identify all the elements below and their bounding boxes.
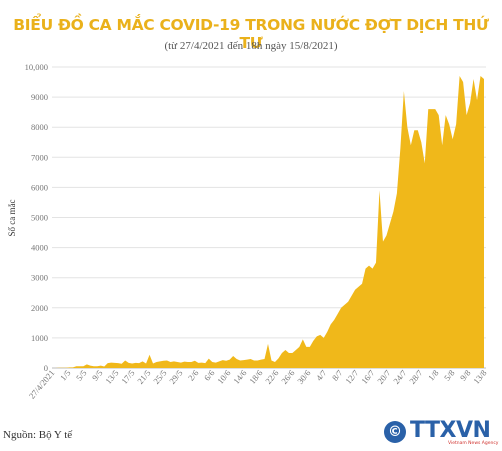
x-tick-label: 13/5 bbox=[103, 368, 120, 386]
logo-icon: © bbox=[384, 421, 406, 443]
source-note: Nguồn: Bộ Y tế bbox=[3, 429, 73, 441]
x-tick-label: 10/6 bbox=[215, 368, 232, 386]
x-tick-label: 8/7 bbox=[330, 368, 345, 383]
logo-tagline: Vietnam News Agency bbox=[448, 441, 499, 446]
x-tick-label: 28/7 bbox=[407, 368, 424, 386]
area-series-fill bbox=[52, 76, 484, 368]
y-tick-label: 1000 bbox=[31, 333, 48, 343]
x-tick-label: 24/7 bbox=[391, 368, 408, 386]
y-tick-label: 10,000 bbox=[25, 62, 48, 72]
x-tick-label: 18/6 bbox=[247, 368, 264, 386]
y-tick-label: 6000 bbox=[31, 182, 48, 192]
ttxvn-logo: © TTXVN Vietnam News Agency bbox=[384, 418, 499, 447]
x-tick-label: 29/5 bbox=[167, 368, 184, 386]
y-tick-label: 5000 bbox=[31, 213, 48, 223]
y-tick-label: 9000 bbox=[31, 92, 48, 102]
chart-subtitle: (từ 27/4/2021 đến 18h ngày 15/8/2021) bbox=[164, 40, 338, 52]
area-series bbox=[52, 76, 484, 368]
x-tick-label: 21/5 bbox=[135, 368, 152, 386]
x-tick-label: 13/8 bbox=[471, 368, 488, 386]
x-tick-label: 9/8 bbox=[458, 368, 473, 383]
y-axis-label: Số ca mắc bbox=[7, 200, 17, 237]
x-tick-label: 9/5 bbox=[90, 368, 105, 383]
y-tick-label: 4000 bbox=[31, 243, 48, 253]
y-axis-ticks: 0 1000 2000 3000 4000 5000 6000 7000 8000 9000 10,… bbox=[25, 62, 48, 373]
x-tick-label: 14/6 bbox=[231, 368, 248, 386]
x-tick-label: 2/6 bbox=[186, 368, 201, 383]
x-tick-label: 4/7 bbox=[314, 368, 329, 383]
x-tick-label: 25/5 bbox=[151, 368, 168, 386]
logo-text: TTXVN bbox=[410, 418, 491, 443]
y-tick-label: 0 bbox=[44, 363, 48, 373]
y-tick-label: 2000 bbox=[31, 303, 48, 313]
y-tick-label: 8000 bbox=[31, 122, 48, 132]
y-tick-label: 7000 bbox=[31, 152, 48, 162]
x-tick-label: 17/5 bbox=[119, 368, 136, 386]
x-tick-label: 6/6 bbox=[202, 368, 217, 383]
x-tick-label: 5/5 bbox=[74, 368, 89, 383]
x-tick-label: 5/8 bbox=[442, 368, 457, 383]
x-axis-ticks: 27/4/2021 1/5 5/5 9/513/517/521/525/529/5 2/… bbox=[27, 368, 489, 401]
x-tick-label: 26/6 bbox=[279, 368, 296, 386]
y-tick-label: 3000 bbox=[31, 273, 48, 283]
x-tick-label: 1/8 bbox=[426, 368, 441, 383]
x-tick-label: 22/6 bbox=[263, 368, 280, 386]
x-tick-label: 30/6 bbox=[295, 368, 312, 386]
x-tick-label: 12/7 bbox=[343, 368, 360, 386]
x-tick-label: 1/5 bbox=[58, 368, 73, 383]
x-tick-label: 20/7 bbox=[375, 368, 392, 386]
chart-title: BIỂU ĐỒ CA MẮC COVID-19 TRONG NƯỚC ĐỢT D… bbox=[13, 16, 489, 52]
x-tick-label: 16/7 bbox=[359, 368, 376, 386]
x-tick-label: 27/4/2021 bbox=[27, 368, 57, 401]
